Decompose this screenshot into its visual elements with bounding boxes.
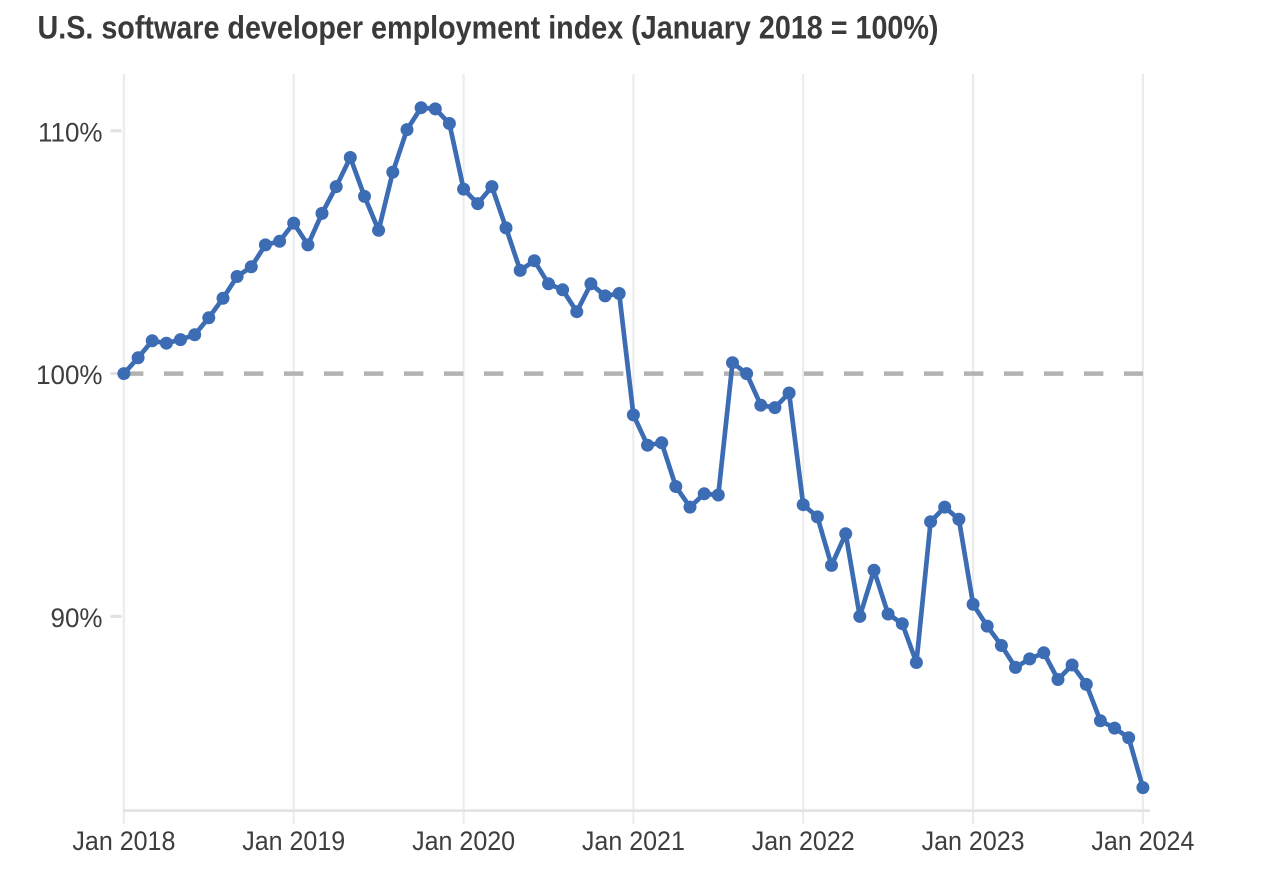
svg-text:100%: 100% [36,360,102,390]
svg-text:Jan 2022: Jan 2022 [752,826,855,856]
svg-text:Jan 2024: Jan 2024 [1091,826,1194,856]
svg-text:110%: 110% [38,117,103,147]
svg-text:Jan 2021: Jan 2021 [582,826,685,856]
svg-text:U.S. software developer employ: U.S. software developer employment index… [38,10,939,46]
svg-text:Jan 2020: Jan 2020 [412,826,515,856]
svg-text:Jan 2018: Jan 2018 [72,826,175,856]
svg-text:90%: 90% [51,603,103,633]
svg-text:Jan 2019: Jan 2019 [242,826,345,856]
svg-text:Jan 2023: Jan 2023 [922,826,1025,856]
